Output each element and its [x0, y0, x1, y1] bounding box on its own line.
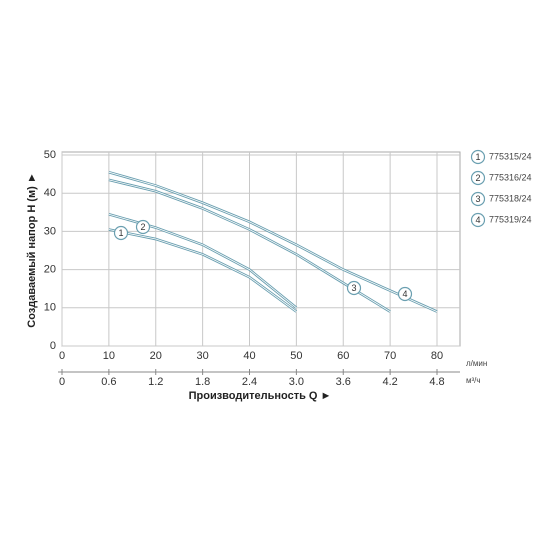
- legend-text: 775315/24: [489, 151, 532, 161]
- x2-tick-label: 0.6: [101, 376, 116, 388]
- x-tick-label: 20: [150, 350, 162, 362]
- legend-circle: [470, 212, 486, 228]
- legend-circle: [470, 149, 486, 165]
- curve: [108, 179, 391, 312]
- x-tick-label: 70: [384, 350, 396, 362]
- curve-label: 2: [140, 222, 145, 232]
- legend-number: 1: [475, 152, 480, 162]
- y-tick-label: 0: [50, 340, 56, 352]
- x2-tick-label: 0: [59, 376, 65, 388]
- curve: [108, 171, 438, 312]
- x-tick-label: 60: [337, 350, 349, 362]
- curve: [108, 229, 297, 312]
- legend-circle: [470, 170, 486, 186]
- y-tick-label: 30: [44, 225, 56, 237]
- curve-label: 3: [351, 283, 356, 293]
- y-tick-label: 10: [44, 302, 56, 314]
- legend-number: 3: [475, 194, 480, 204]
- curve-label-circle: [113, 225, 129, 241]
- x-tick-label: 50: [290, 350, 302, 362]
- x2-tick-label: 3.0: [289, 376, 304, 388]
- x2-tick-label: 3.6: [336, 376, 351, 388]
- x2-tick-label: 2.4: [242, 376, 257, 388]
- x-tick-label: 80: [431, 350, 443, 362]
- curve-label: 4: [402, 289, 407, 299]
- x-tick-label: 40: [243, 350, 255, 362]
- y-tick-label: 50: [44, 149, 56, 161]
- legend-number: 2: [475, 173, 480, 183]
- x2-tick-label: 4.2: [382, 376, 397, 388]
- legend-text: 775316/24: [489, 172, 532, 182]
- x2-unit: м³/ч: [466, 376, 481, 385]
- plot-area: [61, 151, 461, 347]
- x2-tick-label: 4.8: [429, 376, 444, 388]
- legend-text: 775319/24: [489, 214, 532, 224]
- y-tick-label: 20: [44, 264, 56, 276]
- x2-tick-label: 1.8: [195, 376, 210, 388]
- curve-label-circle: [397, 286, 413, 302]
- curve-label-circle: [135, 219, 151, 235]
- curve-label: 1: [118, 228, 123, 238]
- curve-label-circle: [346, 280, 362, 296]
- x-tick-label: 30: [197, 350, 209, 362]
- x-tick-label: 0: [59, 350, 65, 362]
- y-axis-title: Создаваемый напор H (м) ►: [26, 172, 38, 327]
- x-unit: л/мин: [466, 359, 487, 368]
- y-tick-label: 40: [44, 187, 56, 199]
- x-tick-label: 10: [103, 350, 115, 362]
- legend-number: 4: [475, 215, 480, 225]
- x2-tick-label: 1.2: [148, 376, 163, 388]
- x-axis-title: Производительность Q ►: [189, 390, 332, 402]
- legend-circle: [470, 191, 486, 207]
- legend-text: 775318/24: [489, 193, 532, 203]
